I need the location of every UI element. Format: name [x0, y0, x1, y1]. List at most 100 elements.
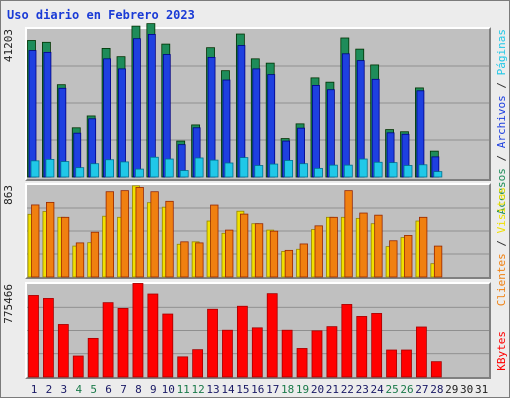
bar-paginas — [224, 162, 234, 178]
bar-kbytes — [326, 326, 338, 378]
day-label: 22 — [340, 383, 354, 396]
bar-clientes — [419, 216, 428, 278]
bar-clientes — [314, 225, 323, 278]
day-label: 28 — [430, 383, 444, 396]
bar-clientes — [150, 191, 159, 278]
day-label: 9 — [150, 383, 157, 396]
bar-kbytes — [371, 313, 383, 378]
bar-paginas — [105, 159, 114, 178]
bar-paginas — [135, 168, 144, 178]
day-label: 18 — [281, 383, 295, 396]
bar-paginas — [120, 161, 129, 178]
day-label: 14 — [221, 383, 235, 396]
bar-clientes — [90, 231, 100, 278]
bar-archivos — [416, 90, 425, 178]
bar-kbytes — [147, 293, 159, 378]
bar-paginas — [30, 160, 40, 178]
bar-kbytes — [117, 308, 129, 378]
bar-clientes — [404, 235, 413, 278]
bar-clientes — [254, 223, 264, 278]
bar-archivos — [43, 51, 52, 178]
day-label: 8 — [135, 383, 142, 396]
day-label: 20 — [310, 383, 325, 396]
bar-kbytes — [43, 298, 54, 378]
bar-paginas — [314, 167, 323, 178]
day-label: 29 — [445, 383, 459, 396]
day-label: 3 — [60, 383, 68, 396]
bar-paginas — [358, 158, 368, 178]
bar-paginas — [164, 158, 174, 178]
bar-kbytes — [386, 349, 397, 378]
bar-kbytes — [28, 295, 39, 378]
bar-paginas — [254, 165, 264, 178]
bar-paginas — [179, 170, 189, 178]
bar-clientes — [269, 230, 279, 278]
bar-paginas — [418, 164, 428, 178]
day-label: 17 — [266, 383, 280, 396]
bar-paginas — [284, 160, 294, 178]
bar-paginas — [343, 164, 353, 178]
bar-archivos — [147, 33, 156, 178]
bar-archivos — [222, 79, 231, 178]
bar-paginas — [75, 167, 85, 178]
chart-title: Uso diario en Febrero 2023 — [7, 8, 195, 22]
day-label: 30 — [460, 383, 474, 396]
bar-clientes — [165, 200, 174, 278]
bar-archivos — [341, 53, 350, 178]
bar-archivos — [252, 68, 261, 178]
day-label: 25 — [385, 383, 399, 396]
bar-kbytes — [177, 356, 189, 378]
bar-kbytes — [87, 337, 99, 378]
day-label: 5 — [90, 383, 97, 396]
bar-clientes — [389, 240, 398, 278]
bar-kbytes — [102, 302, 114, 378]
day-label: 12 — [191, 383, 205, 396]
bar-paginas — [388, 162, 398, 178]
day-label: 2 — [45, 383, 53, 396]
bar-paginas — [45, 158, 55, 178]
bar-archivos — [326, 89, 335, 178]
bar-archivos — [103, 58, 111, 178]
bar-clientes — [329, 216, 338, 278]
bar-kbytes — [192, 349, 204, 378]
day-label: 15 — [236, 383, 250, 396]
bar-clientes — [225, 229, 234, 278]
bar-clientes — [195, 242, 204, 278]
day-label: 4 — [75, 383, 83, 396]
bar-kbytes — [311, 330, 323, 378]
bar-clientes — [284, 249, 294, 278]
day-label: 7 — [120, 383, 127, 396]
bar-kbytes — [251, 327, 263, 378]
day-label: 10 — [161, 383, 175, 396]
bar-clientes — [31, 204, 40, 278]
bar-archivos — [312, 85, 320, 178]
bar-clientes — [135, 187, 144, 278]
bar-clientes — [433, 245, 443, 278]
bar-paginas — [328, 164, 338, 178]
bar-paginas — [194, 157, 204, 178]
bar-archivos — [118, 68, 126, 178]
bar-paginas — [433, 171, 443, 178]
bar-clientes — [299, 243, 308, 278]
bar-archivos — [267, 74, 276, 178]
bar-clientes — [105, 191, 114, 278]
bar-paginas — [299, 163, 308, 178]
day-label: 26 — [400, 383, 414, 396]
bar-kbytes — [341, 304, 353, 378]
bar-clientes — [210, 204, 219, 278]
bar-kbytes — [162, 313, 174, 378]
bar-kbytes — [132, 283, 144, 378]
bar-clientes — [344, 190, 353, 278]
bar-paginas — [149, 156, 159, 178]
bar-clientes — [46, 201, 55, 278]
bar-kbytes — [416, 326, 427, 378]
day-label: 1 — [30, 383, 38, 396]
bar-paginas — [60, 161, 70, 178]
bar-clientes — [75, 242, 85, 278]
day-label: 23 — [355, 383, 369, 396]
bar-kbytes — [222, 329, 233, 378]
bar-kbytes — [57, 324, 69, 378]
day-axis: 1 2 3 4 5 6 7 8 9 10 11 12 13 14 15 16 17 18 19 20 21 22 23 24 2… — [1, 381, 512, 399]
